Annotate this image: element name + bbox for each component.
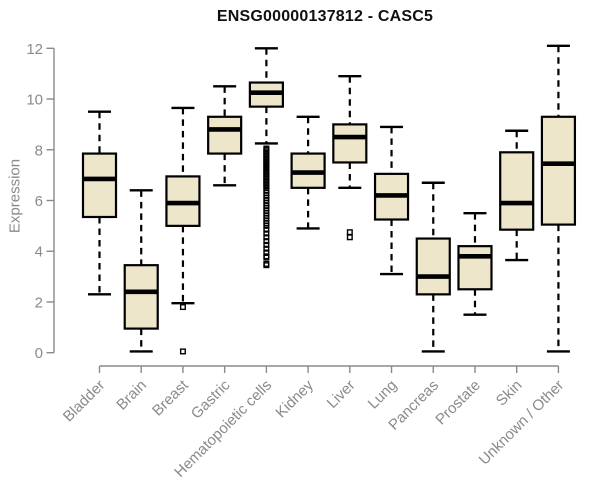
y-tick-label: 10 <box>26 92 43 109</box>
boxplot-liver-box <box>332 123 368 164</box>
x-tick-label-breast: Breast <box>149 376 192 419</box>
boxplot-hematopoietic-cells-outlier <box>263 238 270 245</box>
y-tick-label: 12 <box>26 41 43 58</box>
y-tick-label: 6 <box>35 193 43 210</box>
boxplot-unknown-other-box <box>540 115 577 226</box>
chart-title: ENSG00000137812 - CASC5 <box>216 8 434 25</box>
boxplot-liver-outlier <box>346 234 353 241</box>
boxplot-hematopoietic-cells-outlier <box>263 234 270 241</box>
boxplot-hematopoietic-cells-outlier <box>263 222 270 229</box>
boxplot-hematopoietic-cells-outlier <box>263 245 270 252</box>
boxplot-pancreas-box <box>415 237 451 296</box>
y-tick-label: 0 <box>35 345 43 362</box>
boxplot-bladder-box <box>81 152 118 219</box>
x-tick-label-bladder: Bladder <box>60 377 109 426</box>
boxplot-breast-outlier <box>179 348 186 355</box>
boxplot-brain-box <box>123 264 159 330</box>
boxplot-hematopoietic-cells-outlier <box>263 254 270 261</box>
x-tick-label-prostate: Prostate <box>432 377 484 429</box>
boxplot-hematopoietic-cells-outlier <box>263 241 270 248</box>
x-tick-label-liver: Liver <box>324 377 359 412</box>
boxplot-hematopoietic-cells-outlier <box>263 226 270 233</box>
x-tick-label-kidney: Kidney <box>272 376 317 421</box>
boxplot-hematopoietic-cells-outlier <box>263 262 270 269</box>
y-tick-label: 2 <box>35 294 43 311</box>
boxplot-liver-outlier <box>346 229 353 236</box>
y-tick-label: 8 <box>35 142 43 159</box>
x-tick-label-skin: Skin <box>493 377 526 410</box>
boxplot-hematopoietic-cells-outlier <box>263 230 270 237</box>
x-tick-label-lung: Lung <box>365 377 401 413</box>
boxplot-prostate-box <box>457 245 493 291</box>
boxplot-breast-outlier <box>179 304 186 311</box>
y-tick-label: 4 <box>35 244 43 261</box>
boxplot-skin-box <box>499 151 535 231</box>
boxplot-gastric-box <box>207 115 243 155</box>
x-tick-label-brain: Brain <box>113 377 150 414</box>
